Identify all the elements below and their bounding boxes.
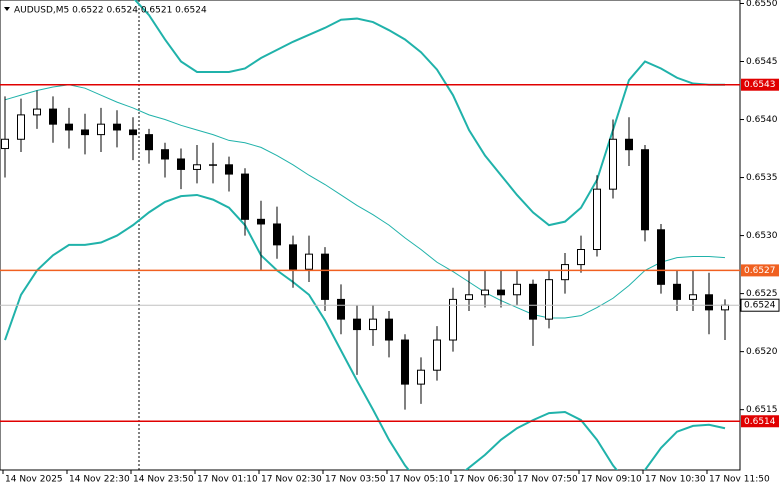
candle-body (673, 283, 681, 300)
candle-body (161, 149, 169, 160)
plot-area (1, 0, 729, 470)
y-tick-label: 0.6540 (746, 115, 778, 125)
candle-body (337, 298, 345, 320)
candle-body (609, 138, 617, 190)
candle-body (289, 244, 297, 270)
y-tick-label: 0.6525 (746, 289, 778, 299)
plot-frame (0, 0, 741, 471)
chart-title: AUDUSD,M5 0.6522 0.6524 0.6521 0.6524 (14, 6, 207, 16)
candle-body (97, 123, 105, 136)
candle-body (513, 283, 521, 296)
candle-body (561, 264, 569, 281)
candle-body (545, 279, 553, 320)
level-label: 0.6543 (744, 80, 776, 90)
candle-body (209, 164, 217, 166)
candle-body (721, 304, 729, 311)
y-tick-label: 0.6535 (746, 173, 778, 183)
x-tick-label: 14 Nov 23:50 (133, 475, 194, 485)
level-tag (741, 78, 779, 91)
candle-body (593, 188, 601, 251)
x-tick-label: 17 Nov 06:30 (453, 475, 514, 485)
candle-body (273, 223, 281, 246)
bollinger-band (133, 0, 725, 227)
candle-body (689, 294, 697, 300)
candle-body (385, 318, 393, 341)
candle-body (145, 134, 153, 151)
level-label: 0.6527 (744, 266, 776, 276)
price-tag (740, 298, 780, 312)
candle-body (657, 229, 665, 285)
candle-body (257, 218, 265, 225)
candle-body (401, 339, 409, 385)
candle-body (177, 158, 185, 170)
y-tick-label: 0.6515 (746, 405, 778, 415)
x-tick-label: 14 Nov 2025 (5, 475, 63, 485)
x-tick-label: 17 Nov 02:30 (261, 475, 322, 485)
y-tick-label: 0.6530 (746, 231, 778, 241)
candle-body (465, 294, 473, 300)
x-tick-label: 17 Nov 01:10 (197, 475, 258, 485)
candle-body (49, 108, 57, 125)
candle-body (449, 298, 457, 341)
candle-body (625, 138, 633, 151)
x-tick-label: 17 Nov 03:50 (325, 475, 386, 485)
level-tag (741, 264, 779, 277)
candle-body (65, 123, 73, 131)
candle-body (225, 164, 233, 175)
candle-body (33, 108, 41, 116)
candle-body (497, 289, 505, 296)
candle-body (17, 114, 25, 140)
candle-body (113, 123, 121, 131)
candle-body (193, 164, 201, 170)
bollinger-band (4, 84, 726, 319)
candle-body (529, 283, 537, 320)
candle-body (369, 318, 377, 331)
y-tick-label: 0.6545 (746, 57, 778, 67)
candle-body (481, 289, 489, 296)
price-label: 0.6524 (744, 301, 776, 311)
y-tick-label: 0.6520 (746, 347, 778, 357)
candle-body (241, 173, 249, 220)
level-tag (741, 415, 779, 428)
candle-body (433, 339, 441, 371)
level-label: 0.6514 (744, 417, 776, 427)
y-tick-label: 0.6550 (746, 0, 778, 9)
candle-body (321, 253, 329, 300)
candle-body (577, 249, 585, 266)
candle-body (353, 318, 361, 331)
x-tick-label: 14 Nov 22:30 (69, 475, 130, 485)
x-tick-label: 17 Nov 10:30 (645, 475, 706, 485)
candle-body (81, 129, 89, 136)
candle-body (705, 294, 713, 311)
candle-body (305, 253, 313, 270)
x-tick-label: 17 Nov 05:10 (389, 475, 450, 485)
candle-body (641, 149, 649, 231)
candle-body (1, 138, 9, 150)
x-tick-label: 17 Nov 07:50 (517, 475, 578, 485)
candle-body (417, 369, 425, 385)
x-tick-label: 17 Nov 11:50 (709, 475, 770, 485)
symbol-marker (4, 7, 10, 11)
bollinger-band (4, 193, 726, 470)
x-tick-label: 17 Nov 09:10 (581, 475, 642, 485)
candle-body (129, 129, 137, 136)
